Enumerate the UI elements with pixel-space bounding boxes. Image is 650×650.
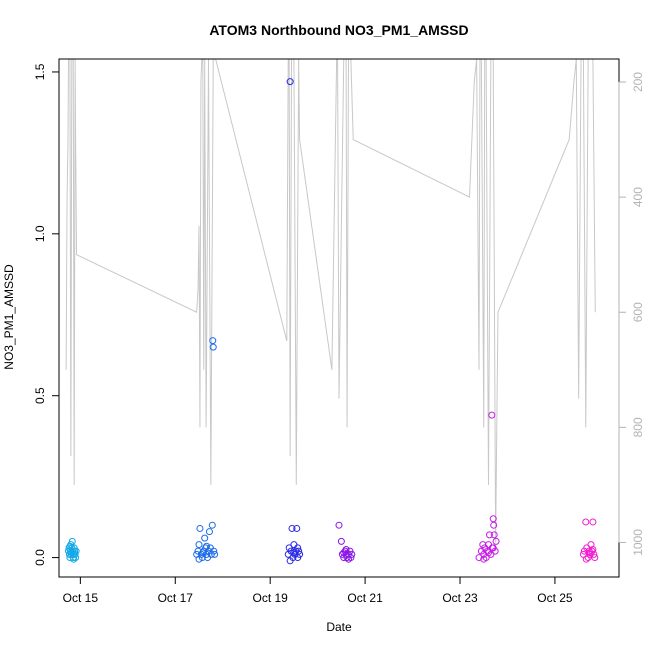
- data-point: [591, 554, 599, 562]
- data-point: [201, 534, 209, 542]
- x-tick-label: Oct 21: [347, 591, 383, 605]
- data-point: [68, 549, 76, 557]
- data-point: [72, 547, 80, 555]
- data-point: [582, 555, 590, 563]
- data-point: [488, 411, 496, 419]
- data-point: [348, 550, 356, 558]
- data-point: [210, 547, 218, 555]
- data-point: [342, 545, 350, 553]
- y-axis: 0.0 0.5 1.0 1.5: [33, 63, 60, 566]
- data-point: [294, 544, 302, 552]
- data-point: [196, 524, 204, 532]
- y-tick-label: 0.0: [33, 549, 47, 566]
- data-point: [290, 541, 298, 549]
- data-point: [490, 521, 498, 529]
- data-point: [484, 549, 492, 557]
- data-point: [485, 531, 493, 539]
- data-point: [199, 549, 207, 557]
- data-point: [195, 555, 203, 563]
- data-point: [295, 547, 303, 555]
- series-line: [65, 59, 596, 543]
- data-point: [66, 542, 74, 550]
- data-point: [205, 528, 213, 536]
- data-point: [582, 518, 590, 526]
- y-tick-right-label: 200: [631, 72, 645, 92]
- data-point: [72, 554, 80, 562]
- data-point: [335, 521, 343, 529]
- y-tick-label: 1.5: [33, 63, 47, 80]
- data-point: [70, 555, 78, 563]
- data-point: [71, 550, 79, 558]
- data-point: [490, 531, 498, 539]
- y-tick-label: 1.0: [33, 225, 47, 242]
- data-point: [288, 524, 296, 532]
- data-point: [337, 537, 345, 545]
- x-axis-label: Date: [326, 620, 352, 634]
- y-axis-label: NO3_PM1_AMSSD: [2, 264, 16, 370]
- y-tick-right-label: 800: [631, 417, 645, 437]
- data-point: [208, 521, 216, 529]
- data-point: [209, 337, 217, 345]
- chart-title: ATOM3 Northbound NO3_PM1_AMSSD: [209, 22, 468, 38]
- y-tick-label: 0.5: [33, 387, 47, 404]
- data-point: [343, 554, 351, 562]
- data-point: [492, 537, 500, 545]
- data-point: [203, 542, 211, 550]
- data-point: [290, 549, 298, 557]
- data-point: [489, 544, 497, 552]
- data-point: [209, 343, 217, 351]
- data-point: [480, 555, 488, 563]
- data-point: [489, 515, 497, 523]
- data-point: [590, 550, 598, 558]
- y-tick-right-label: 600: [631, 302, 645, 322]
- data-point: [589, 545, 597, 553]
- x-tick-label: Oct 17: [158, 591, 194, 605]
- y-tick-right-label: 1000: [631, 529, 645, 556]
- y-axis-right: 200 400 600 800 1000: [618, 72, 645, 556]
- x-tick-label: Oct 23: [442, 591, 478, 605]
- x-tick-label: Oct 19: [253, 591, 289, 605]
- x-tick-label: Oct 25: [537, 591, 573, 605]
- x-axis: Oct 15 Oct 17 Oct 19 Oct 21 Oct 23 Oct 25: [63, 576, 573, 605]
- data-point: [286, 78, 294, 86]
- plot-area: [64, 59, 599, 565]
- x-tick-label: Oct 15: [63, 591, 99, 605]
- data-point: [286, 557, 294, 565]
- data-point: [344, 555, 352, 563]
- data-point: [293, 524, 301, 532]
- data-point: [475, 554, 483, 562]
- data-point: [589, 518, 597, 526]
- y-tick-right-label: 400: [631, 187, 645, 207]
- data-point: [211, 550, 219, 558]
- data-point: [195, 541, 203, 549]
- data-point: [585, 547, 593, 555]
